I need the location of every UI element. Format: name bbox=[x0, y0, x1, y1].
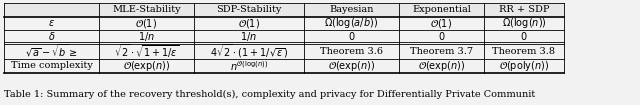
Text: $0$: $0$ bbox=[438, 30, 445, 43]
Text: $4\sqrt{2}\cdot(1+1/\sqrt{\epsilon})$: $4\sqrt{2}\cdot(1+1/\sqrt{\epsilon})$ bbox=[210, 42, 288, 60]
Text: $\Omega(\log(n))$: $\Omega(\log(n))$ bbox=[502, 16, 547, 30]
Text: Exponential: Exponential bbox=[412, 5, 471, 14]
Text: Theorem 3.6: Theorem 3.6 bbox=[320, 47, 383, 56]
Text: Theorem 3.7: Theorem 3.7 bbox=[410, 47, 473, 56]
Text: $\mathcal{O}(\exp(n))$: $\mathcal{O}(\exp(n))$ bbox=[328, 59, 375, 73]
Text: $1/n$: $1/n$ bbox=[241, 30, 257, 43]
Text: $\mathcal{O}(\mathrm{poly}(n))$: $\mathcal{O}(\mathrm{poly}(n))$ bbox=[499, 59, 549, 73]
Text: RR + SDP: RR + SDP bbox=[499, 5, 549, 14]
Text: $\Omega(\log(a/b))$: $\Omega(\log(a/b))$ bbox=[324, 16, 378, 30]
Text: Bayesian: Bayesian bbox=[330, 5, 374, 14]
Text: $\delta$: $\delta$ bbox=[48, 30, 55, 43]
Text: $\sqrt{a}-\sqrt{b}\geq$: $\sqrt{a}-\sqrt{b}\geq$ bbox=[26, 43, 77, 59]
Text: $\mathcal{O}(\exp(n))$: $\mathcal{O}(\exp(n))$ bbox=[123, 59, 170, 73]
Text: $0$: $0$ bbox=[520, 30, 528, 43]
Bar bbox=[4, 3, 564, 17]
Text: Table 1: Summary of the recovery threshold(s), complexity and privacy for Differ: Table 1: Summary of the recovery thresho… bbox=[4, 89, 535, 99]
Text: $\epsilon$: $\epsilon$ bbox=[48, 18, 55, 28]
Text: Time complexity: Time complexity bbox=[11, 62, 92, 70]
Text: $\mathcal{O}(1)$: $\mathcal{O}(1)$ bbox=[238, 17, 260, 30]
Text: $\mathcal{O}(1)$: $\mathcal{O}(1)$ bbox=[431, 17, 452, 30]
Text: $0$: $0$ bbox=[348, 30, 355, 43]
Text: $\mathcal{O}(1)$: $\mathcal{O}(1)$ bbox=[136, 17, 157, 30]
Text: $n^{\mathcal{O}(\log(n))}$: $n^{\mathcal{O}(\log(n))}$ bbox=[230, 59, 268, 73]
Text: MLE-Stability: MLE-Stability bbox=[112, 5, 181, 14]
Text: Theorem 3.8: Theorem 3.8 bbox=[493, 47, 556, 56]
Text: SDP-Stability: SDP-Stability bbox=[216, 5, 282, 14]
Text: $\sqrt{2}\cdot\sqrt{1+1/\epsilon}$: $\sqrt{2}\cdot\sqrt{1+1/\epsilon}$ bbox=[114, 42, 179, 60]
Text: $1/n$: $1/n$ bbox=[138, 30, 155, 43]
Text: $\mathcal{O}(\exp(n))$: $\mathcal{O}(\exp(n))$ bbox=[418, 59, 465, 73]
